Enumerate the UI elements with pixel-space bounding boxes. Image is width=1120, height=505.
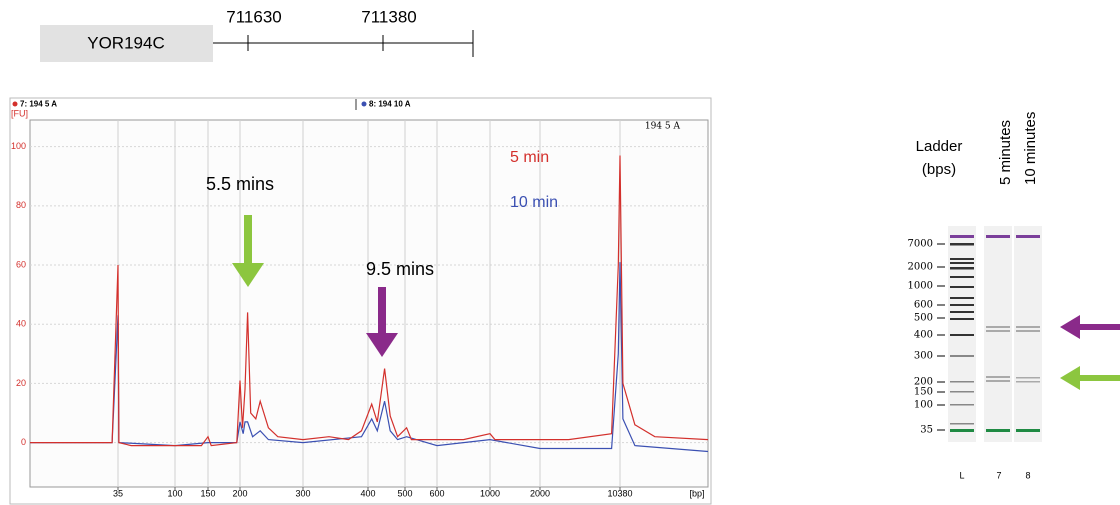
gel-green-arrow: [1060, 366, 1120, 390]
legend-label: 5 min: [510, 149, 549, 166]
gel-title: (bps): [922, 161, 956, 178]
x-tick-label: 100: [167, 488, 182, 498]
size-label: 150: [914, 387, 933, 398]
coordinate: 711380: [361, 7, 416, 26]
x-tick-label: 300: [295, 488, 310, 498]
y-tick-label: 0: [21, 437, 26, 447]
header-dot: [13, 102, 18, 107]
y-tick-label: 20: [16, 378, 26, 388]
size-label: 300: [914, 351, 933, 362]
header-label: 7: 194 5 A: [20, 100, 57, 109]
x-tick-label: 2000: [530, 488, 550, 498]
x-axis-label: [bp]: [689, 488, 704, 498]
lane-label: L: [959, 470, 964, 480]
coordinate: 711630: [226, 7, 281, 26]
lane-label: 7: [996, 470, 1001, 480]
x-tick-label: 1000: [480, 488, 500, 498]
lane-title: 5 minutes: [997, 120, 1014, 185]
x-tick-label: 500: [397, 488, 412, 498]
y-tick-label: 40: [16, 319, 26, 329]
annotation: 9.5 mins: [366, 259, 434, 279]
size-label: 1000: [908, 281, 933, 292]
x-tick-label: 400: [360, 488, 375, 498]
size-label: 35: [920, 425, 933, 436]
lane-title: 10 minutes: [1022, 112, 1039, 185]
size-label: 7000: [908, 239, 933, 250]
size-label: 100: [914, 400, 933, 411]
x-tick-label: 200: [232, 488, 247, 498]
plot-area: [30, 120, 708, 487]
size-label: 600: [914, 300, 933, 311]
legend-label: 10 min: [510, 194, 558, 211]
y-tick-label: 80: [16, 200, 26, 210]
y-tick-label: 100: [11, 141, 26, 151]
annotation: 5.5 mins: [206, 174, 274, 194]
size-label: 400: [914, 330, 933, 341]
size-label: 500: [914, 313, 933, 324]
gene-name: YOR194C: [87, 33, 164, 52]
figure: YOR194C 711630 711380 7: 194 5 A 8: 194 …: [0, 0, 1120, 505]
x-tick-label: 150: [200, 488, 215, 498]
x-tick-label: 10380: [607, 488, 632, 498]
x-tick-label: 35: [113, 488, 123, 498]
y-tick-label: 60: [16, 259, 26, 269]
sample-label: 194 5 A: [645, 122, 681, 132]
gel-purple-arrow: [1060, 315, 1120, 339]
gel-image: [948, 226, 1042, 442]
x-tick-label: 600: [429, 488, 444, 498]
header-label: 8: 194 10 A: [369, 100, 411, 109]
lane-label: 8: [1025, 470, 1030, 480]
gel-title: Ladder: [916, 138, 963, 155]
header-dot: [362, 102, 367, 107]
y-axis-label: [FU]: [11, 108, 28, 118]
size-label: 2000: [908, 262, 933, 273]
